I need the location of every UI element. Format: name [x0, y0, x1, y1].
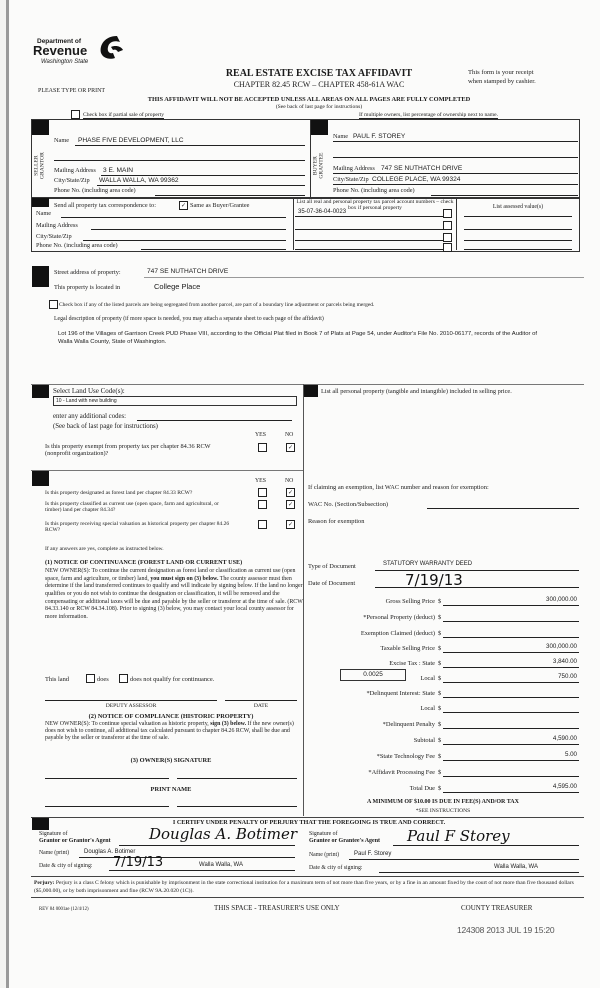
does-not-qualify-checkbox[interactable]	[119, 674, 128, 683]
currency-sign: $	[438, 675, 442, 682]
amount-line	[443, 744, 579, 745]
currency-sign: $	[438, 785, 442, 792]
amount-label: *State Technology Fee	[376, 753, 435, 760]
legal-description[interactable]: Lot 196 of the Villages of Garrison Cree…	[58, 331, 537, 346]
amount-line	[443, 728, 579, 729]
currency-sign: $	[438, 660, 442, 667]
amount-line	[443, 697, 579, 698]
amount-label: Local	[420, 675, 435, 682]
buyer-mailing-field[interactable]: 747 SE NUTHATCH DRIVE	[381, 165, 463, 172]
amount-label: Gross Selling Price	[385, 598, 435, 605]
grantee-city-field[interactable]: Walla Walla, WA	[494, 864, 539, 870]
does-qualify-checkbox[interactable]	[86, 674, 95, 683]
amount-value-field[interactable]: 750.00	[558, 673, 577, 680]
amount-label: *Delinquent Interest: State	[366, 690, 435, 697]
amount-label: Total Due	[409, 785, 435, 792]
personal-property-label: List all personal property (tangible and…	[321, 388, 512, 395]
amount-label: Subtotal	[413, 737, 435, 744]
amount-line	[443, 712, 579, 713]
currency-sign: $	[438, 769, 442, 776]
grantor-date-field[interactable]: 7/19/13	[113, 855, 164, 870]
amount-line	[443, 621, 579, 622]
amount-value-field[interactable]: 300,000.00	[546, 596, 577, 603]
cashier-stamp: 124308 2013 JUL 19 15:20	[457, 925, 555, 935]
personal-property-checkbox[interactable]	[443, 221, 452, 230]
currency-sign: $	[438, 598, 442, 605]
amount-line	[443, 682, 579, 683]
correspondence-section	[31, 197, 580, 252]
personal-property-checkbox[interactable]	[443, 233, 452, 242]
property-location-field[interactable]: College Place	[154, 282, 201, 291]
amount-line	[443, 760, 579, 761]
amount-line	[443, 637, 579, 638]
currency-sign: $	[438, 737, 442, 744]
seller-mailing-field[interactable]: 3 E. MAIN	[103, 167, 134, 174]
current-use-yes-checkbox[interactable]	[258, 500, 267, 509]
currency-sign: $	[438, 630, 442, 637]
land-use-code-select[interactable]: 10 - Land with new building	[53, 396, 297, 406]
amount-label: *Delinquent Penalty	[382, 721, 435, 728]
seller-name-field[interactable]: PHASE FIVE DEVELOPMENT, LLC	[78, 137, 184, 144]
certify-statement: I CERTIFY UNDER PENALTY OF PERJURY THAT …	[172, 819, 446, 826]
grantor-city-field[interactable]: Walla Walla, WA	[199, 862, 244, 868]
historic-no-checkbox[interactable]: ✓	[286, 520, 295, 529]
parcel-number-field[interactable]: 35-07-36-04-0023	[298, 209, 347, 215]
grantee-name-field[interactable]: Paul F. Storey	[354, 851, 392, 857]
currency-sign: $	[438, 690, 442, 697]
amount-line	[443, 776, 579, 777]
amount-line	[443, 652, 579, 653]
acceptance-warning: THIS AFFIDAVIT WILL NOT BE ACCEPTED UNLE…	[147, 96, 471, 103]
nonprofit-yes-checkbox[interactable]	[258, 443, 267, 452]
forest-no-checkbox[interactable]: ✓	[286, 488, 295, 497]
amount-label: Exemption Claimed (deduct)	[360, 630, 435, 637]
currency-sign: $	[438, 645, 442, 652]
local-rate-field[interactable]: 0.0025	[340, 669, 406, 681]
amount-line	[443, 667, 579, 668]
segregated-parcel-checkbox[interactable]	[49, 300, 58, 309]
currency-sign: $	[438, 614, 442, 621]
amount-value-field[interactable]: 300,000.00	[546, 643, 577, 650]
grantee-signature[interactable]: Paul F Storey	[407, 827, 510, 845]
form-title: REAL ESTATE EXCISE TAX AFFIDAVIT	[225, 68, 413, 79]
grantor-name-field[interactable]: Douglas A. Botimer	[84, 849, 136, 855]
amount-value-field[interactable]: 3,840.00	[552, 658, 577, 665]
affidavit-page: Department of Revenue Washington State R…	[6, 0, 600, 988]
personal-property-checkbox[interactable]	[443, 209, 452, 218]
document-type-field[interactable]: STATUTORY WARRANTY DEED	[383, 561, 473, 567]
amount-line	[443, 792, 579, 793]
property-street-field[interactable]: 747 SE NUTHATCH DRIVE	[147, 268, 229, 275]
amount-label: *Personal Property (deduct)	[363, 614, 435, 621]
grantor-signature[interactable]: Douglas A. Botimer	[149, 825, 298, 843]
amount-value-field[interactable]: 5.00	[564, 751, 577, 758]
forest-yes-checkbox[interactable]	[258, 488, 267, 497]
same-as-buyer-checkbox[interactable]: ✓	[179, 201, 188, 210]
currency-sign: $	[438, 721, 442, 728]
currency-sign: $	[438, 705, 442, 712]
form-chapter: CHAPTER 82.45 RCW – CHAPTER 458-61A WAC	[233, 80, 405, 89]
amount-value-field[interactable]: 4,590.00	[552, 735, 577, 742]
amount-line	[443, 605, 579, 606]
currency-sign: $	[438, 753, 442, 760]
buyer-name-field[interactable]: PAUL F. STOREY	[353, 133, 406, 140]
personal-property-checkbox[interactable]	[443, 243, 452, 252]
amount-label: *Affidavit Processing Fee	[368, 769, 435, 776]
current-use-no-checkbox[interactable]: ✓	[286, 500, 295, 509]
historic-yes-checkbox[interactable]	[258, 520, 267, 529]
perjury-notice: Perjury: Perjury is a class C felony whi…	[34, 880, 574, 895]
amount-label: Excise Tax : State	[389, 660, 435, 667]
seller-city-field[interactable]: WALLA WALLA, WA 99362	[99, 177, 179, 184]
amount-value-field[interactable]: 4,595.00	[552, 783, 577, 790]
amount-label: Local	[420, 705, 435, 712]
partial-sale-checkbox[interactable]	[71, 110, 80, 119]
parties-section	[31, 119, 580, 199]
buyer-city-field[interactable]: COLLEGE PLACE, WA 99324	[372, 176, 461, 183]
amount-label: Taxable Selling Price	[380, 645, 435, 652]
document-date-field[interactable]: 7/19/13	[405, 571, 463, 589]
dor-swirl-icon	[100, 36, 123, 59]
nonprofit-no-checkbox[interactable]: ✓	[286, 443, 295, 452]
